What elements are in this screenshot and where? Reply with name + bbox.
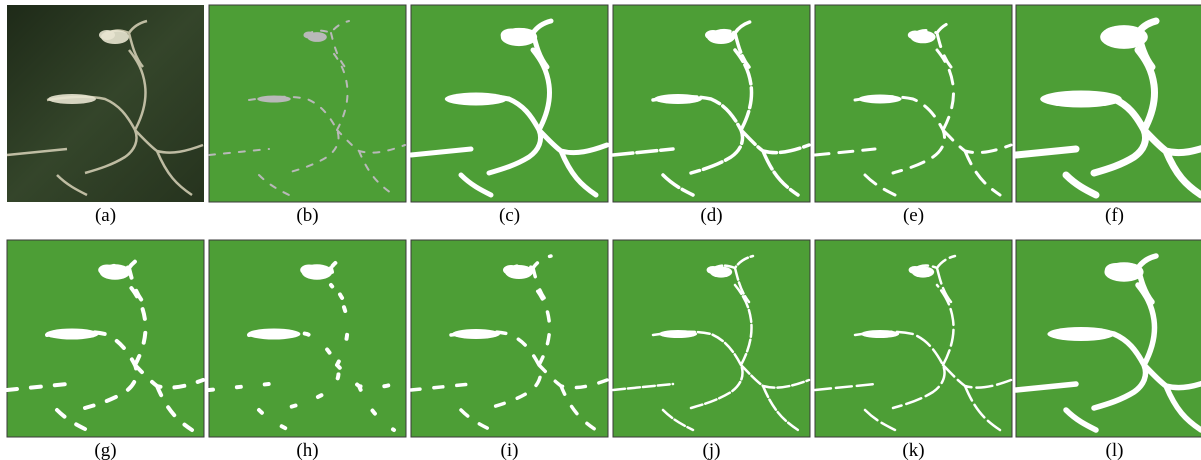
panel	[209, 240, 406, 437]
panel	[7, 240, 204, 437]
panel-label: (f)	[1105, 205, 1124, 226]
panel-label: (l)	[1106, 440, 1124, 460]
panel	[613, 240, 810, 437]
water-mask	[659, 330, 697, 338]
panel	[411, 240, 608, 437]
panel	[613, 5, 810, 202]
water-mask	[46, 329, 99, 340]
panel-label: (c)	[499, 205, 520, 226]
water-mask	[705, 30, 721, 40]
panel	[1016, 240, 1201, 437]
water-mask	[909, 266, 922, 274]
panel	[815, 240, 1012, 437]
water-mask	[300, 265, 318, 276]
water-mask	[1040, 91, 1122, 108]
panel-label: (i)	[501, 440, 519, 460]
water-mask	[1102, 27, 1129, 44]
water-mask	[503, 265, 519, 275]
water-mask	[452, 329, 500, 339]
panel	[815, 5, 1012, 202]
water-mask	[1047, 327, 1114, 341]
water-mask	[98, 265, 116, 276]
panel-label: (j)	[703, 440, 721, 460]
water-mask	[257, 96, 291, 103]
panel	[209, 5, 406, 202]
water-mask	[501, 29, 522, 42]
panel	[1016, 5, 1201, 202]
panel-label: (g)	[94, 440, 116, 460]
panel-label: (k)	[902, 440, 924, 460]
figure: (a) (b) (c) (d) (e) (f) (g) (h) (i) (j) (k) (l)	[0, 0, 1201, 460]
panel	[411, 5, 608, 202]
water-body	[99, 30, 115, 40]
water-mask	[303, 32, 314, 39]
water-mask	[654, 94, 702, 104]
panel-label: (h)	[296, 440, 318, 460]
water-body	[48, 94, 96, 104]
water-mask	[707, 266, 720, 274]
water-mask	[908, 31, 922, 40]
panel	[7, 5, 204, 202]
panel-label: (e)	[903, 205, 924, 226]
panel-label: (d)	[700, 205, 722, 226]
water-mask	[861, 330, 899, 338]
panel-label: (b)	[296, 205, 318, 226]
water-mask	[858, 95, 901, 104]
panel-label: (a)	[95, 205, 116, 226]
water-mask	[1105, 263, 1127, 277]
water-mask	[445, 93, 507, 106]
water-mask	[248, 329, 301, 340]
